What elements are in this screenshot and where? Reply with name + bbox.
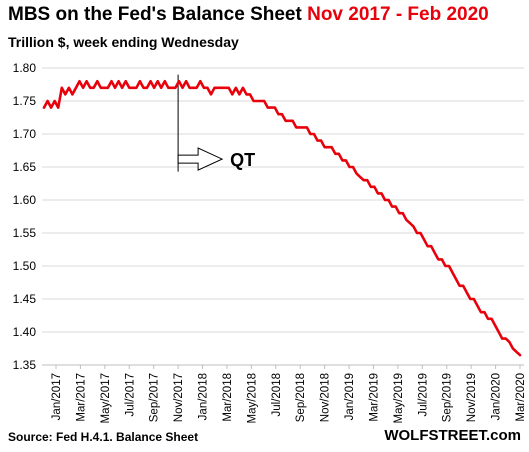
qt-arrow (177, 147, 224, 171)
x-tick-label: Mar/2018 (222, 373, 234, 422)
x-tick-label: Nov/2017 (173, 373, 185, 422)
chart-title-main: MBS on the Fed's Balance Sheet (8, 4, 302, 25)
y-tick-label: 1.55 (13, 226, 37, 240)
x-tick-label: Mar/2020 (515, 373, 527, 422)
x-tick-label: Jan/2017 (51, 373, 63, 420)
x-tick-label: Jan/2020 (491, 373, 503, 420)
x-tick-label: May/2019 (393, 373, 405, 424)
x-tick-label: Sep/2019 (442, 373, 454, 422)
mbs-series-line (42, 79, 522, 357)
x-tick-label: Mar/2017 (75, 373, 87, 422)
y-tick-label: 1.80 (13, 61, 37, 75)
brand-label: WOLFSTREET.com (384, 427, 521, 444)
y-tick-label: 1.65 (13, 160, 37, 174)
x-tick-label: Mar/2019 (368, 373, 380, 422)
y-tick-label: 1.35 (13, 358, 37, 372)
x-tick-label: Sep/2018 (295, 373, 307, 422)
y-tick-label: 1.75 (13, 94, 37, 108)
y-tick-label: 1.40 (13, 325, 37, 339)
x-tick-label: May/2017 (100, 373, 112, 424)
x-tick-label: Nov/2019 (466, 373, 478, 422)
x-tick-label: May/2018 (246, 373, 258, 424)
source-note: Source: Fed H.4.1. Balance Sheet (8, 430, 199, 444)
y-tick-label: 1.60 (13, 193, 37, 207)
x-tick-label: Sep/2017 (149, 373, 161, 422)
x-tick-label: Jul/2018 (271, 373, 283, 416)
chart-title-highlight: Nov 2017 - Feb 2020 (307, 4, 489, 25)
chart-subtitle: Trillion $, week ending Wednesday (8, 34, 239, 50)
chart-title: MBS on the Fed's Balance Sheet Nov 2017 … (8, 4, 489, 26)
y-tick-label: 1.70 (13, 127, 37, 141)
x-tick-label: Jul/2017 (124, 373, 136, 416)
x-tick-label: Jul/2019 (417, 373, 429, 416)
x-tick-label: Nov/2018 (320, 373, 332, 422)
x-tick-label: Jan/2019 (344, 373, 356, 420)
qt-label: QT (230, 150, 255, 170)
x-tick-label: Jan/2018 (198, 373, 210, 420)
y-tick-label: 1.45 (13, 292, 37, 306)
y-tick-label: 1.50 (13, 259, 37, 273)
